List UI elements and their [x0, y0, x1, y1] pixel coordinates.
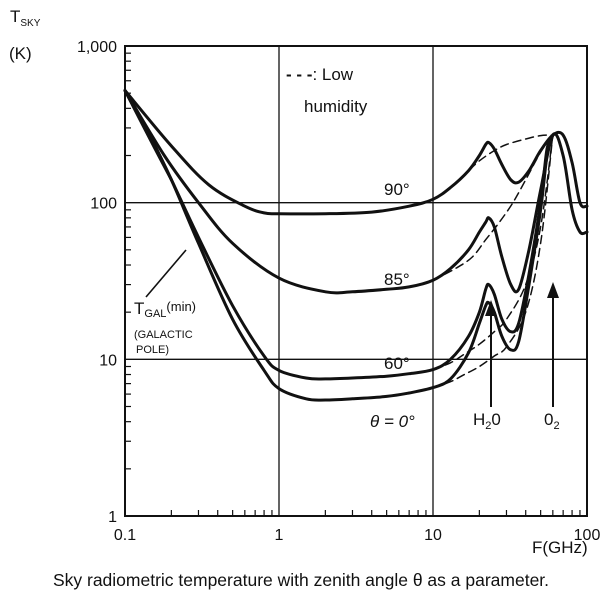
label-90-deg: 90° [384, 180, 410, 199]
legend-line-1: - - -: Low [286, 65, 354, 84]
o2-main: 0 [544, 410, 553, 429]
tgal-sub: GAL [144, 308, 166, 320]
series-line-7 [432, 134, 554, 389]
x-axis-label: F(GHz) [532, 538, 588, 557]
o2-label: 02 [544, 410, 560, 432]
legend-line-2: humidity [304, 97, 368, 116]
tgal-leader-line [145, 249, 187, 298]
y-tick-label: 1,000 [77, 39, 117, 56]
x-tick-label: 100 [574, 527, 601, 544]
y-tick-label: 1 [108, 509, 117, 526]
legend-dash-glyph: - - - [286, 65, 312, 84]
x-tick-label: 0.1 [114, 527, 136, 544]
y-axis-label: TSKY [10, 7, 41, 29]
tgal-main: T [134, 299, 144, 318]
series-line-5 [432, 134, 554, 281]
minor-ticks [125, 52, 581, 516]
h2o-main: H [473, 410, 485, 429]
o2-sub: 2 [553, 420, 559, 432]
y-tick-label: 10 [99, 352, 117, 369]
galactic-line-1: (GALACTIC [134, 329, 193, 341]
tgal-paren: (min) [166, 299, 196, 314]
legend-text-1: : Low [312, 65, 353, 84]
y-axis-label-main: T [10, 7, 20, 26]
o2-arrow [547, 282, 559, 407]
tgal-label: TGAL(min) [134, 299, 196, 320]
series-line-8 [123, 89, 173, 182]
y-tick-label: 100 [90, 196, 117, 213]
grid-lines [125, 46, 587, 516]
x-tick-label: 1 [275, 527, 284, 544]
y-axis-label-sub: SKY [20, 18, 40, 29]
h2o-label: H20 [473, 410, 501, 432]
figure-caption: Sky radiometric temperature with zenith … [52, 570, 550, 590]
h2o-arrow [485, 300, 497, 407]
series-line-6 [432, 134, 554, 371]
galactic-line-2: POLE) [136, 344, 169, 356]
label-85-deg: 85° [384, 270, 410, 289]
series-line-4 [449, 134, 554, 189]
series-line-3 [123, 89, 555, 402]
series-line-1 [123, 89, 589, 295]
series-line-2 [123, 89, 555, 381]
label-60-deg: 60° [384, 354, 410, 373]
x-tick-label: 10 [424, 527, 442, 544]
h2o-sub: 2 [485, 420, 491, 432]
h2o-end: 0 [491, 410, 500, 429]
legend: - - -: Low humidity [286, 65, 368, 116]
label-0-deg: θ = 0° [370, 412, 415, 431]
y-axis-unit: (K) [9, 44, 32, 63]
curves [123, 89, 589, 402]
plot-frame [124, 45, 588, 517]
